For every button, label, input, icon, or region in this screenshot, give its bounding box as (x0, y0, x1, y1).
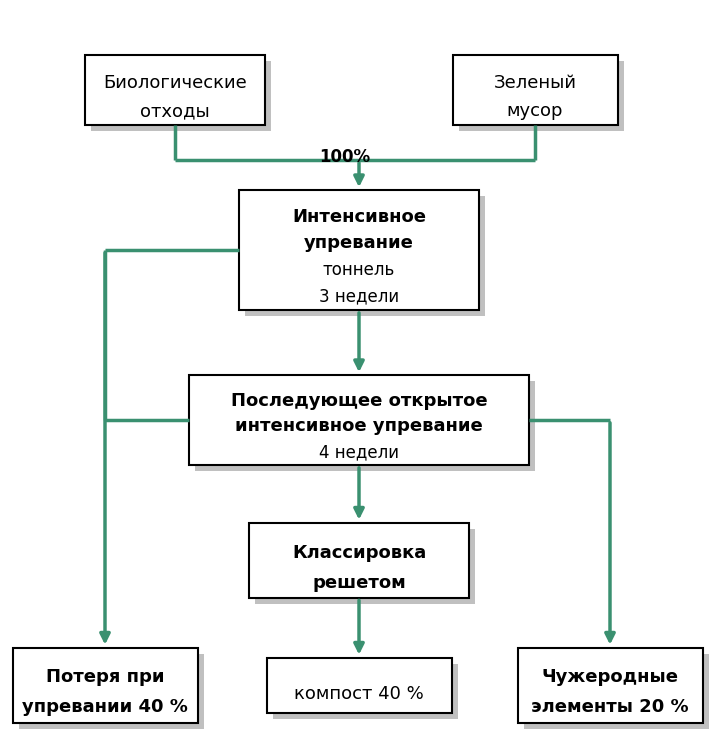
Text: Чужеродные: Чужеродные (541, 668, 679, 686)
Text: элементы 20 %: элементы 20 % (531, 698, 689, 716)
Bar (19, 653, 203, 729)
Bar (91, 61, 271, 131)
Bar (255, 528, 475, 604)
Bar (245, 196, 485, 316)
Text: Классировка: Классировка (292, 544, 426, 562)
Text: мусор: мусор (507, 102, 563, 120)
Text: Потеря при: Потеря при (46, 668, 164, 686)
Bar (12, 648, 197, 722)
Text: отходы: отходы (140, 102, 210, 120)
Text: Биологические: Биологические (103, 74, 247, 92)
Text: компост 40 %: компост 40 % (294, 685, 424, 703)
Bar (452, 55, 617, 125)
Text: тоннель: тоннель (323, 261, 395, 279)
Bar (459, 61, 623, 131)
Text: Интенсивное: Интенсивное (292, 207, 426, 226)
Bar (518, 648, 702, 722)
Bar (195, 381, 535, 471)
Text: Последующее открытое: Последующее открытое (230, 392, 488, 410)
Bar (273, 663, 457, 718)
Bar (523, 653, 709, 729)
Text: 3 недели: 3 недели (319, 288, 399, 306)
Text: 4 недели: 4 недели (319, 443, 399, 461)
Bar (189, 375, 529, 465)
Text: Зеленый: Зеленый (493, 74, 577, 92)
Text: упревании 40 %: упревании 40 % (22, 698, 188, 716)
Bar (85, 55, 265, 125)
Text: упревание: упревание (304, 234, 414, 252)
Text: 100%: 100% (320, 148, 370, 166)
Bar (249, 522, 469, 598)
Bar (239, 190, 479, 310)
Text: решетом: решетом (312, 574, 406, 592)
Text: интенсивное упревание: интенсивное упревание (235, 418, 483, 436)
Bar (266, 657, 452, 712)
